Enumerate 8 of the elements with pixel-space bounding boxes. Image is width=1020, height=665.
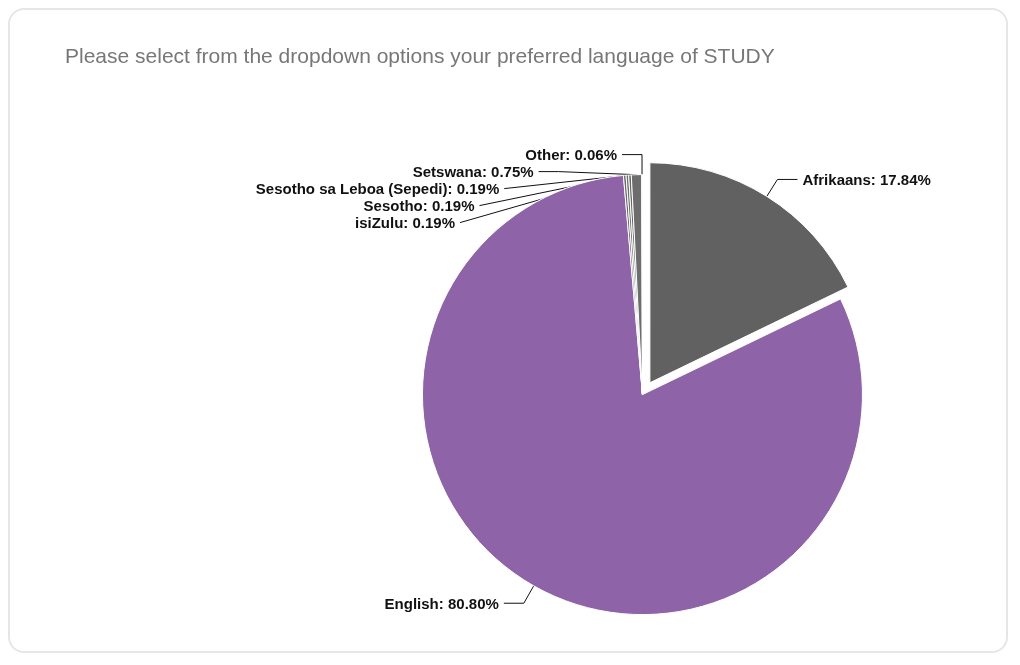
chart-title: Please select from the dropdown options your preferred language of STUDY <box>65 44 775 67</box>
slice-label: Setswana: 0.75% <box>412 163 534 181</box>
slice-label: Sesotho: 0.19% <box>363 197 475 215</box>
slice-label: Other: 0.06% <box>525 146 618 164</box>
slice-label: Afrikaans: 17.84% <box>802 170 931 188</box>
slice-label: Sesotho sa Leboa (Sepedi): 0.19% <box>255 180 500 198</box>
slice-label: isiZulu: 0.19% <box>355 214 456 232</box>
slice-label: English: 80.80% <box>384 594 499 612</box>
